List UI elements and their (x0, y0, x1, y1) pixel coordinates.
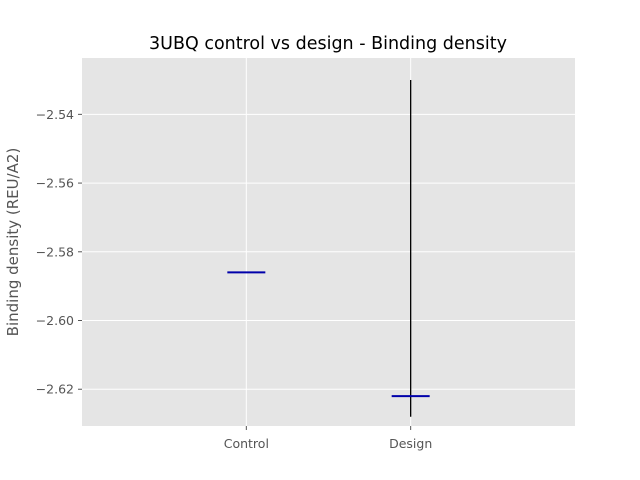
x-tick-label: Control (224, 436, 269, 451)
y-tick-label: −2.60 (36, 313, 74, 328)
x-tick-label: Design (389, 436, 432, 451)
y-axis-ticks: −2.54 −2.56 −2.58 −2.60 −2.62 (36, 107, 82, 397)
y-tick-label: −2.58 (36, 244, 74, 259)
y-tick-label: −2.56 (36, 176, 74, 191)
y-axis-label: Binding density (REU/A2) (4, 148, 22, 337)
x-axis-ticks: Control Design (224, 426, 432, 451)
box-marks (227, 79, 430, 417)
chart-title: 3UBQ control vs design - Binding density (149, 34, 507, 54)
y-tick-label: −2.54 (36, 107, 74, 122)
y-tick-label: −2.62 (36, 382, 74, 397)
plot-area (82, 58, 575, 426)
